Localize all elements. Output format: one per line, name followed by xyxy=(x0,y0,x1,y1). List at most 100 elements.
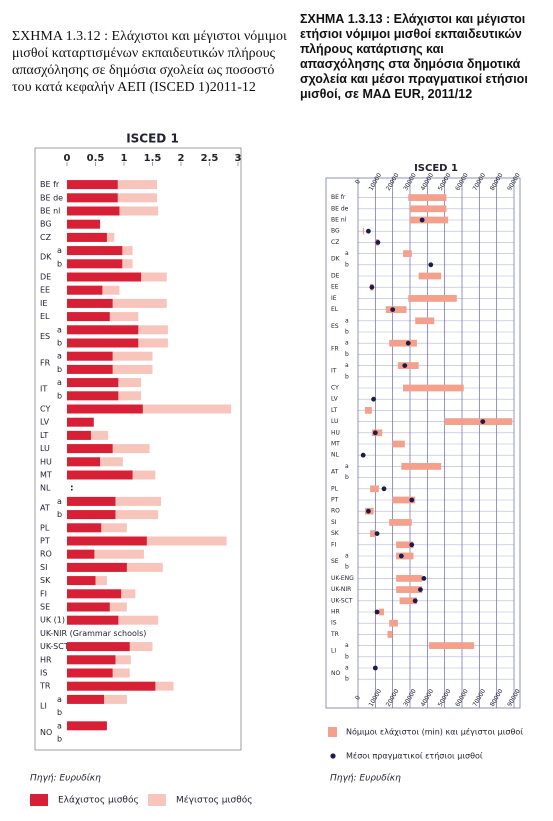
bar xyxy=(67,694,105,704)
range-bar xyxy=(378,608,384,616)
range-bar xyxy=(392,496,416,504)
bar xyxy=(67,404,143,414)
category-label: SK xyxy=(331,530,340,537)
bar xyxy=(67,391,119,401)
bar xyxy=(67,285,103,295)
category-label: BE de xyxy=(331,205,349,212)
x-tick-label: 0 xyxy=(64,153,71,164)
group-label: FR xyxy=(331,345,339,352)
category-label: LT xyxy=(331,407,338,414)
x-tick-label: 2.5 xyxy=(201,153,219,164)
category-label: UK-NIR (Grammar schools) xyxy=(40,629,146,638)
category-label: LU xyxy=(40,444,50,453)
category-label: MT xyxy=(331,441,340,448)
plot-frame xyxy=(34,147,242,751)
category-label: UK-SCT xyxy=(40,642,69,651)
category-label: PL xyxy=(40,523,50,532)
legend-swatch xyxy=(148,794,166,806)
dot xyxy=(374,609,380,615)
category-label: IE xyxy=(40,299,47,308)
category-label: a xyxy=(345,463,349,470)
category-label: b xyxy=(57,708,62,717)
category-label: EE xyxy=(331,284,339,291)
chart-subtitle: ISCED 1 xyxy=(126,132,179,146)
range-bar xyxy=(389,339,417,347)
category-label: HU xyxy=(331,429,340,436)
range-bar xyxy=(370,530,376,537)
category-label: HR xyxy=(40,655,52,664)
dot xyxy=(418,587,423,592)
category-label: b xyxy=(345,676,349,683)
category-label: b xyxy=(345,351,349,358)
group-label: LI xyxy=(331,648,336,655)
dot xyxy=(409,542,415,548)
category-label: SI xyxy=(40,563,47,572)
category-label: a xyxy=(57,378,62,387)
bar xyxy=(67,430,91,440)
category-label: b xyxy=(57,391,62,400)
bar xyxy=(67,312,110,322)
range-bar xyxy=(408,295,457,302)
category-label: HU xyxy=(40,457,52,466)
bar xyxy=(67,655,116,665)
legend-swatch xyxy=(30,794,48,806)
group-label: NO xyxy=(331,670,340,677)
range-bar xyxy=(370,485,379,493)
group-label: IT xyxy=(331,368,337,375)
group-label: LI xyxy=(40,702,47,711)
category-label: b xyxy=(57,365,62,374)
chart-subtitle: ISCED 1 xyxy=(414,163,458,174)
category-label: a xyxy=(57,325,62,334)
category-label: BE nl xyxy=(40,207,60,216)
bar xyxy=(67,298,167,308)
dot xyxy=(480,419,486,424)
range-bar xyxy=(403,250,412,257)
source: Πηγή: Ευρυδίκη xyxy=(330,774,401,784)
bar xyxy=(67,549,144,559)
category-label: a xyxy=(345,665,349,672)
category-label: b xyxy=(57,510,62,519)
bar xyxy=(67,549,95,559)
dot xyxy=(360,452,366,458)
chart-title: ΣΧΗΜΑ 1.3.13 : Ελάχιστοι και μέγιστοι ετ… xyxy=(300,12,528,101)
category-label: a xyxy=(345,317,349,324)
bar xyxy=(67,417,94,427)
category-label: FI xyxy=(331,541,336,548)
dot xyxy=(405,340,411,346)
category-label: FI xyxy=(40,589,47,598)
bar xyxy=(67,246,123,256)
bar xyxy=(67,496,116,506)
legend-label: Μέσοι πραγματικοί ετήσιοι μισθοί xyxy=(346,751,483,761)
category-label: RO xyxy=(331,508,340,515)
bar xyxy=(67,298,113,308)
range-bar xyxy=(408,194,447,201)
chart-title: ΣΧΗΜΑ 1.3.12 : Ελάχιστοι και μέγιστοι νό… xyxy=(12,29,287,95)
category-label: LV xyxy=(40,418,50,427)
bar xyxy=(67,219,101,229)
x-tick-label: 0.5 xyxy=(87,153,105,164)
group-label: ES xyxy=(40,332,50,341)
bar xyxy=(67,180,118,190)
category-label: UK-NIR xyxy=(331,586,351,593)
range-bar xyxy=(429,642,475,649)
category-label: UK-ENG xyxy=(331,575,354,582)
group-label: AT xyxy=(331,469,339,476)
category-label: a xyxy=(345,340,349,347)
bar xyxy=(67,338,139,348)
category-label: TR xyxy=(330,631,339,638)
bar xyxy=(67,602,110,612)
x-tick-label: 2 xyxy=(178,153,185,164)
category-label: DE xyxy=(331,273,340,280)
dot xyxy=(419,217,425,223)
category-label: CY xyxy=(331,385,339,392)
category-label: UK-SCT xyxy=(331,597,353,604)
bar xyxy=(67,589,122,599)
x-tick-label: 1.5 xyxy=(144,153,162,164)
category-label: NL xyxy=(40,484,51,493)
category-label: BE nl xyxy=(331,217,347,224)
bar xyxy=(67,457,101,467)
group-label: ES xyxy=(331,323,339,330)
range-bar xyxy=(410,205,447,213)
range-bar xyxy=(401,463,442,470)
